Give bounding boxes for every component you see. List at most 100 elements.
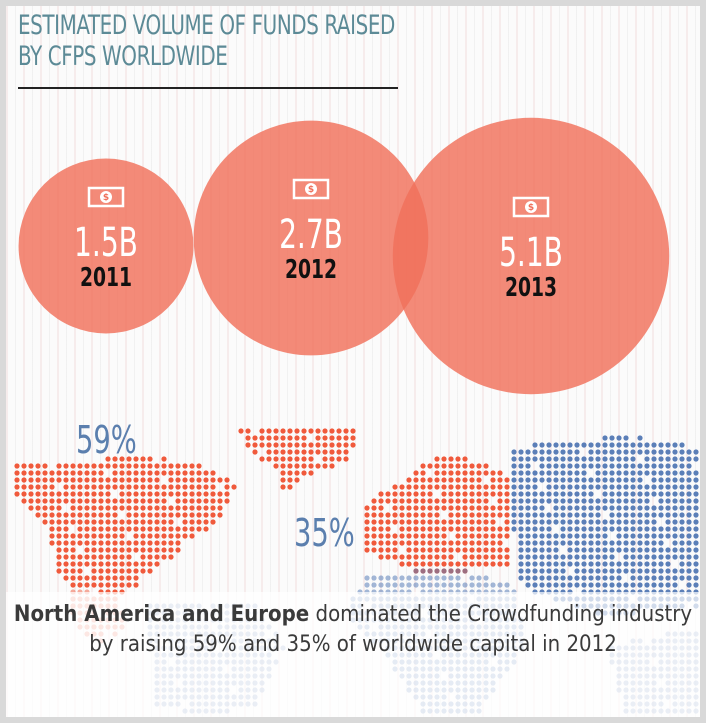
map-dot	[420, 575, 426, 581]
map-dot	[203, 498, 209, 504]
map-dot	[175, 477, 181, 483]
map-dot	[616, 484, 622, 490]
map-dot	[637, 526, 643, 532]
bubble-value-label: 2.7B	[279, 212, 343, 258]
map-dot	[448, 498, 454, 504]
map-dot	[182, 512, 188, 518]
map-dot	[224, 484, 230, 490]
map-dot	[56, 512, 62, 518]
map-dot	[378, 519, 384, 525]
map-dot	[518, 575, 524, 581]
map-dot	[441, 568, 447, 574]
map-dot	[168, 470, 174, 476]
map-dot	[154, 498, 160, 504]
map-dot	[560, 561, 566, 567]
map-dot	[630, 540, 636, 546]
map-dot	[609, 449, 615, 455]
map-dot	[532, 505, 538, 511]
map-dot	[182, 463, 188, 469]
map-dot	[196, 512, 202, 518]
map-dot	[532, 477, 538, 483]
map-dot	[133, 456, 139, 462]
map-dot	[532, 491, 538, 497]
map-dot	[126, 484, 132, 490]
map-dot	[553, 554, 559, 560]
map-dot	[343, 456, 349, 462]
map-dot	[203, 484, 209, 490]
map-dot	[56, 470, 62, 476]
map-dot	[686, 484, 692, 490]
map-dot	[539, 442, 545, 448]
map-dot	[574, 540, 580, 546]
map-dot	[609, 463, 615, 469]
map-dot	[588, 547, 594, 553]
map-dot	[609, 442, 615, 448]
map-dot	[196, 505, 202, 511]
map-dot	[14, 491, 20, 497]
map-dot	[448, 526, 454, 532]
map-dot	[581, 477, 587, 483]
map-dot	[413, 505, 419, 511]
map-dot	[511, 477, 517, 483]
map-dot	[623, 449, 629, 455]
map-dot	[168, 547, 174, 553]
map-dot	[623, 491, 629, 497]
map-dot	[287, 435, 293, 441]
map-dot	[329, 449, 335, 455]
map-dot	[56, 498, 62, 504]
map-dot	[483, 512, 489, 518]
map-dot	[63, 561, 69, 567]
map-dot	[581, 505, 587, 511]
map-dot	[35, 463, 41, 469]
map-dot	[602, 477, 608, 483]
map-dot	[553, 561, 559, 567]
map-dot	[539, 575, 545, 581]
map-dot	[133, 505, 139, 511]
map-dot	[119, 519, 125, 525]
map-dot	[504, 519, 510, 525]
map-dot	[217, 477, 223, 483]
map-dot	[616, 561, 622, 567]
map-dot	[672, 463, 678, 469]
map-dot	[28, 505, 34, 511]
map-dot	[574, 547, 580, 553]
map-dot	[518, 477, 524, 483]
map-dot	[371, 526, 377, 532]
map-dot	[413, 561, 419, 567]
map-dot	[630, 533, 636, 539]
map-dot	[686, 561, 692, 567]
map-dot	[385, 547, 391, 553]
map-dot	[497, 561, 503, 567]
map-dot	[679, 505, 685, 511]
map-dot	[91, 519, 97, 525]
map-dot	[203, 470, 209, 476]
map-dot	[385, 575, 391, 581]
map-dot	[175, 470, 181, 476]
map-dot	[427, 498, 433, 504]
map-dot	[308, 463, 314, 469]
map-dot	[63, 498, 69, 504]
map-dot	[532, 442, 538, 448]
map-dot	[539, 505, 545, 511]
map-dot	[651, 519, 657, 525]
map-dot	[413, 554, 419, 560]
map-dot	[511, 456, 517, 462]
map-dot	[77, 512, 83, 518]
map-dot	[644, 456, 650, 462]
map-dot	[189, 470, 195, 476]
map-dot	[588, 512, 594, 518]
map-dot	[637, 554, 643, 560]
map-dot	[651, 540, 657, 546]
map-dot	[308, 456, 314, 462]
map-dot	[693, 526, 699, 532]
map-dot	[567, 470, 573, 476]
map-dot	[14, 477, 20, 483]
map-dot	[462, 533, 468, 539]
map-dot	[686, 505, 692, 511]
map-dot	[77, 491, 83, 497]
map-dot	[42, 512, 48, 518]
map-dot	[644, 442, 650, 448]
map-dot	[686, 547, 692, 553]
map-dot	[651, 582, 657, 588]
dollar-bill-icon: $	[512, 196, 550, 218]
